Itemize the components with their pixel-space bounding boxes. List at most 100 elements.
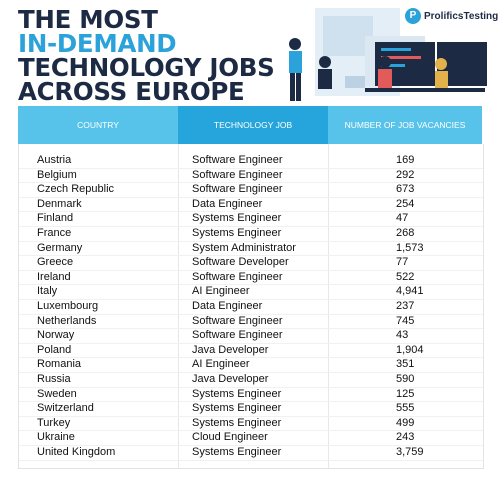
table-row: Austria Software Engineer 169 — [19, 153, 483, 169]
logo-text: ProlificsTesting — [424, 10, 499, 22]
table-cell: 125 — [396, 387, 415, 400]
table-cell: Software Engineer — [192, 154, 283, 166]
table-cell: 351 — [396, 358, 415, 371]
logo-icon: P — [405, 8, 421, 24]
table-cell: Norway — [37, 329, 75, 342]
illustration — [289, 8, 487, 101]
table-row: Ukraine Cloud Engineer 243 — [19, 430, 483, 446]
table-cell: AI Engineer — [192, 358, 250, 371]
title-line: THE MOST — [18, 5, 158, 34]
table-cell: Germany — [37, 241, 83, 254]
title-line: ACROSS EUROPE — [18, 77, 245, 106]
table-cell: 292 — [396, 168, 415, 181]
table-cell: Greece — [37, 256, 74, 269]
column-header: TECHNOLOGY JOB — [178, 106, 328, 144]
table-cell: 4,941 — [396, 285, 424, 298]
table-cell: Software Engineer — [192, 183, 283, 196]
table-cell: 268 — [396, 227, 415, 239]
table-cell: Ukraine — [37, 431, 75, 444]
table-row: Poland Java Developer 1,904 — [19, 343, 483, 359]
table-row: Netherlands Software Engineer 745 — [19, 314, 483, 330]
table-row: Greece Software Developer 77 — [19, 255, 483, 271]
table-cell: Systems Engineer — [192, 387, 282, 400]
table-cell: 47 — [396, 212, 409, 225]
table-cell: AI Engineer — [192, 285, 250, 298]
table-cell: Cloud Engineer — [192, 431, 268, 444]
table-cell: Software Engineer — [192, 270, 283, 283]
table-row: Germany System Administrator 1,573 — [19, 241, 483, 257]
table-cell: 243 — [396, 431, 415, 444]
table-row: Denmark Data Engineer 254 — [19, 197, 483, 213]
table-row: Turkey Systems Engineer 499 — [19, 416, 483, 432]
table-cell: Java Developer — [192, 373, 269, 385]
table-cell: Switzerland — [37, 402, 94, 415]
table-cell: 745 — [396, 314, 415, 327]
table-row: Italy AI Engineer 4,941 — [19, 284, 483, 300]
title-line: TECHNOLOGY JOBS — [18, 53, 275, 82]
table-cell: 169 — [396, 154, 415, 166]
table-row: France Systems Engineer 268 — [19, 226, 483, 242]
table-cell: Systems Engineer — [192, 416, 282, 429]
table-cell: Ireland — [37, 270, 71, 283]
table-row: Ireland Software Engineer 522 — [19, 270, 483, 286]
table-cell: 43 — [396, 329, 409, 342]
column-header: NUMBER OF JOB VACANCIES — [328, 106, 482, 144]
table-cell: Turkey — [37, 416, 71, 429]
table-cell: Java Developer — [192, 343, 269, 356]
table-cell: Software Engineer — [192, 329, 283, 342]
table-cell: Software Developer — [192, 256, 289, 269]
table-cell: Systems Engineer — [192, 227, 282, 239]
table-cell: Czech Republic — [37, 183, 115, 196]
table-cell: Systems Engineer — [192, 212, 282, 225]
column-header: COUNTRY — [18, 106, 178, 144]
table-cell: Data Engineer — [192, 300, 263, 312]
table-cell: Belgium — [37, 168, 77, 181]
table-cell: Systems Engineer — [192, 446, 282, 458]
table-cell: Poland — [37, 343, 72, 356]
table-cell: France — [37, 227, 72, 239]
table-cell: Austria — [37, 154, 72, 166]
table-row: Switzerland Systems Engineer 555 — [19, 401, 483, 417]
table-cell: 1,904 — [396, 343, 424, 356]
table-cell: Romania — [37, 358, 82, 371]
table-cell: Finland — [37, 212, 74, 225]
table-cell: Sweden — [37, 387, 77, 400]
logo: P ProlificsTesting — [405, 8, 498, 24]
table-body: Austria Software Engineer 169 Belgium Softwa… — [18, 144, 484, 469]
table-cell: Denmark — [37, 197, 82, 210]
table-cell: Systems Engineer — [192, 402, 282, 415]
table-cell: Software Engineer — [192, 168, 283, 181]
table-cell: 522 — [396, 270, 415, 283]
table-row: United Kingdom Systems Engineer 3,759 — [19, 445, 483, 461]
column-divider — [178, 144, 179, 468]
table-cell: 673 — [396, 183, 415, 196]
table-row: Belgium Software Engineer 292 — [19, 168, 483, 184]
table-cell: 77 — [396, 256, 409, 269]
table-row: Norway Software Engineer 43 — [19, 328, 483, 344]
table-cell: Software Engineer — [192, 314, 283, 327]
table-cell: 1,573 — [396, 241, 424, 254]
table-cell: United Kingdom — [37, 446, 116, 458]
table-cell: Data Engineer — [192, 197, 263, 210]
table-cell: Netherlands — [37, 314, 97, 327]
table-row: Finland Systems Engineer 47 — [19, 211, 483, 227]
table-cell: 499 — [396, 416, 415, 429]
table-row: Czech Republic Software Engineer 673 — [19, 182, 483, 198]
table-row: Romania AI Engineer 351 — [19, 357, 483, 373]
table-cell: 555 — [396, 402, 415, 415]
table-cell: 254 — [396, 197, 415, 210]
table-row: Sweden Systems Engineer 125 — [19, 387, 483, 403]
table-cell: Luxembourg — [37, 300, 99, 312]
table-row: Luxembourg Data Engineer 237 — [19, 299, 483, 315]
table-cell: Italy — [37, 285, 58, 298]
table-cell: Russia — [37, 373, 71, 385]
table-cell: 237 — [396, 300, 415, 312]
table-cell: 3,759 — [396, 446, 424, 458]
column-divider — [328, 144, 329, 468]
title: THE MOST IN-DEMAND TECHNOLOGY JOBS ACROS… — [18, 5, 275, 106]
title-line: IN-DEMAND — [18, 29, 177, 58]
table-row: Russia Java Developer 590 — [19, 372, 483, 388]
table-cell: 590 — [396, 373, 415, 385]
table-cell: System Administrator — [192, 241, 296, 254]
